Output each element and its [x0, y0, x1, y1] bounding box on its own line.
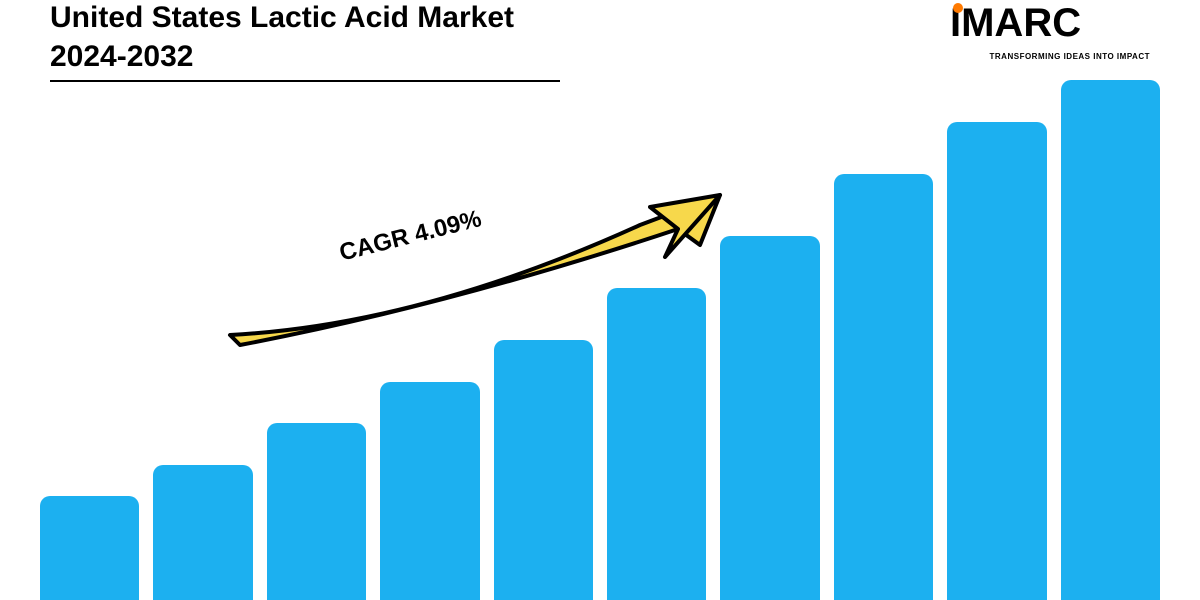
bar-chart: CAGR 4.09% [40, 80, 1160, 600]
bar-1 [40, 496, 139, 600]
header: United States Lactic Acid Market 2024-20… [50, 0, 1150, 82]
growth-arrow [220, 185, 760, 355]
bar-8 [834, 174, 933, 600]
logo: IMARC TRANSFORMING IDEAS INTO IMPACT [950, 0, 1150, 61]
svg-text:IMARC: IMARC [950, 1, 1081, 45]
bar-4 [380, 382, 479, 600]
page-title-line1: United States Lactic Acid Market [50, 0, 560, 36]
bar-3 [267, 423, 366, 600]
logo-icon: IMARC [950, 0, 1150, 50]
bar-10 [1061, 80, 1160, 600]
logo-tagline: TRANSFORMING IDEAS INTO IMPACT [990, 52, 1150, 61]
title-block: United States Lactic Acid Market 2024-20… [50, 0, 560, 82]
bar-9 [947, 122, 1046, 600]
bar-5 [494, 340, 593, 600]
bar-2 [153, 465, 252, 600]
page-title-line2: 2024-2032 [50, 40, 560, 74]
